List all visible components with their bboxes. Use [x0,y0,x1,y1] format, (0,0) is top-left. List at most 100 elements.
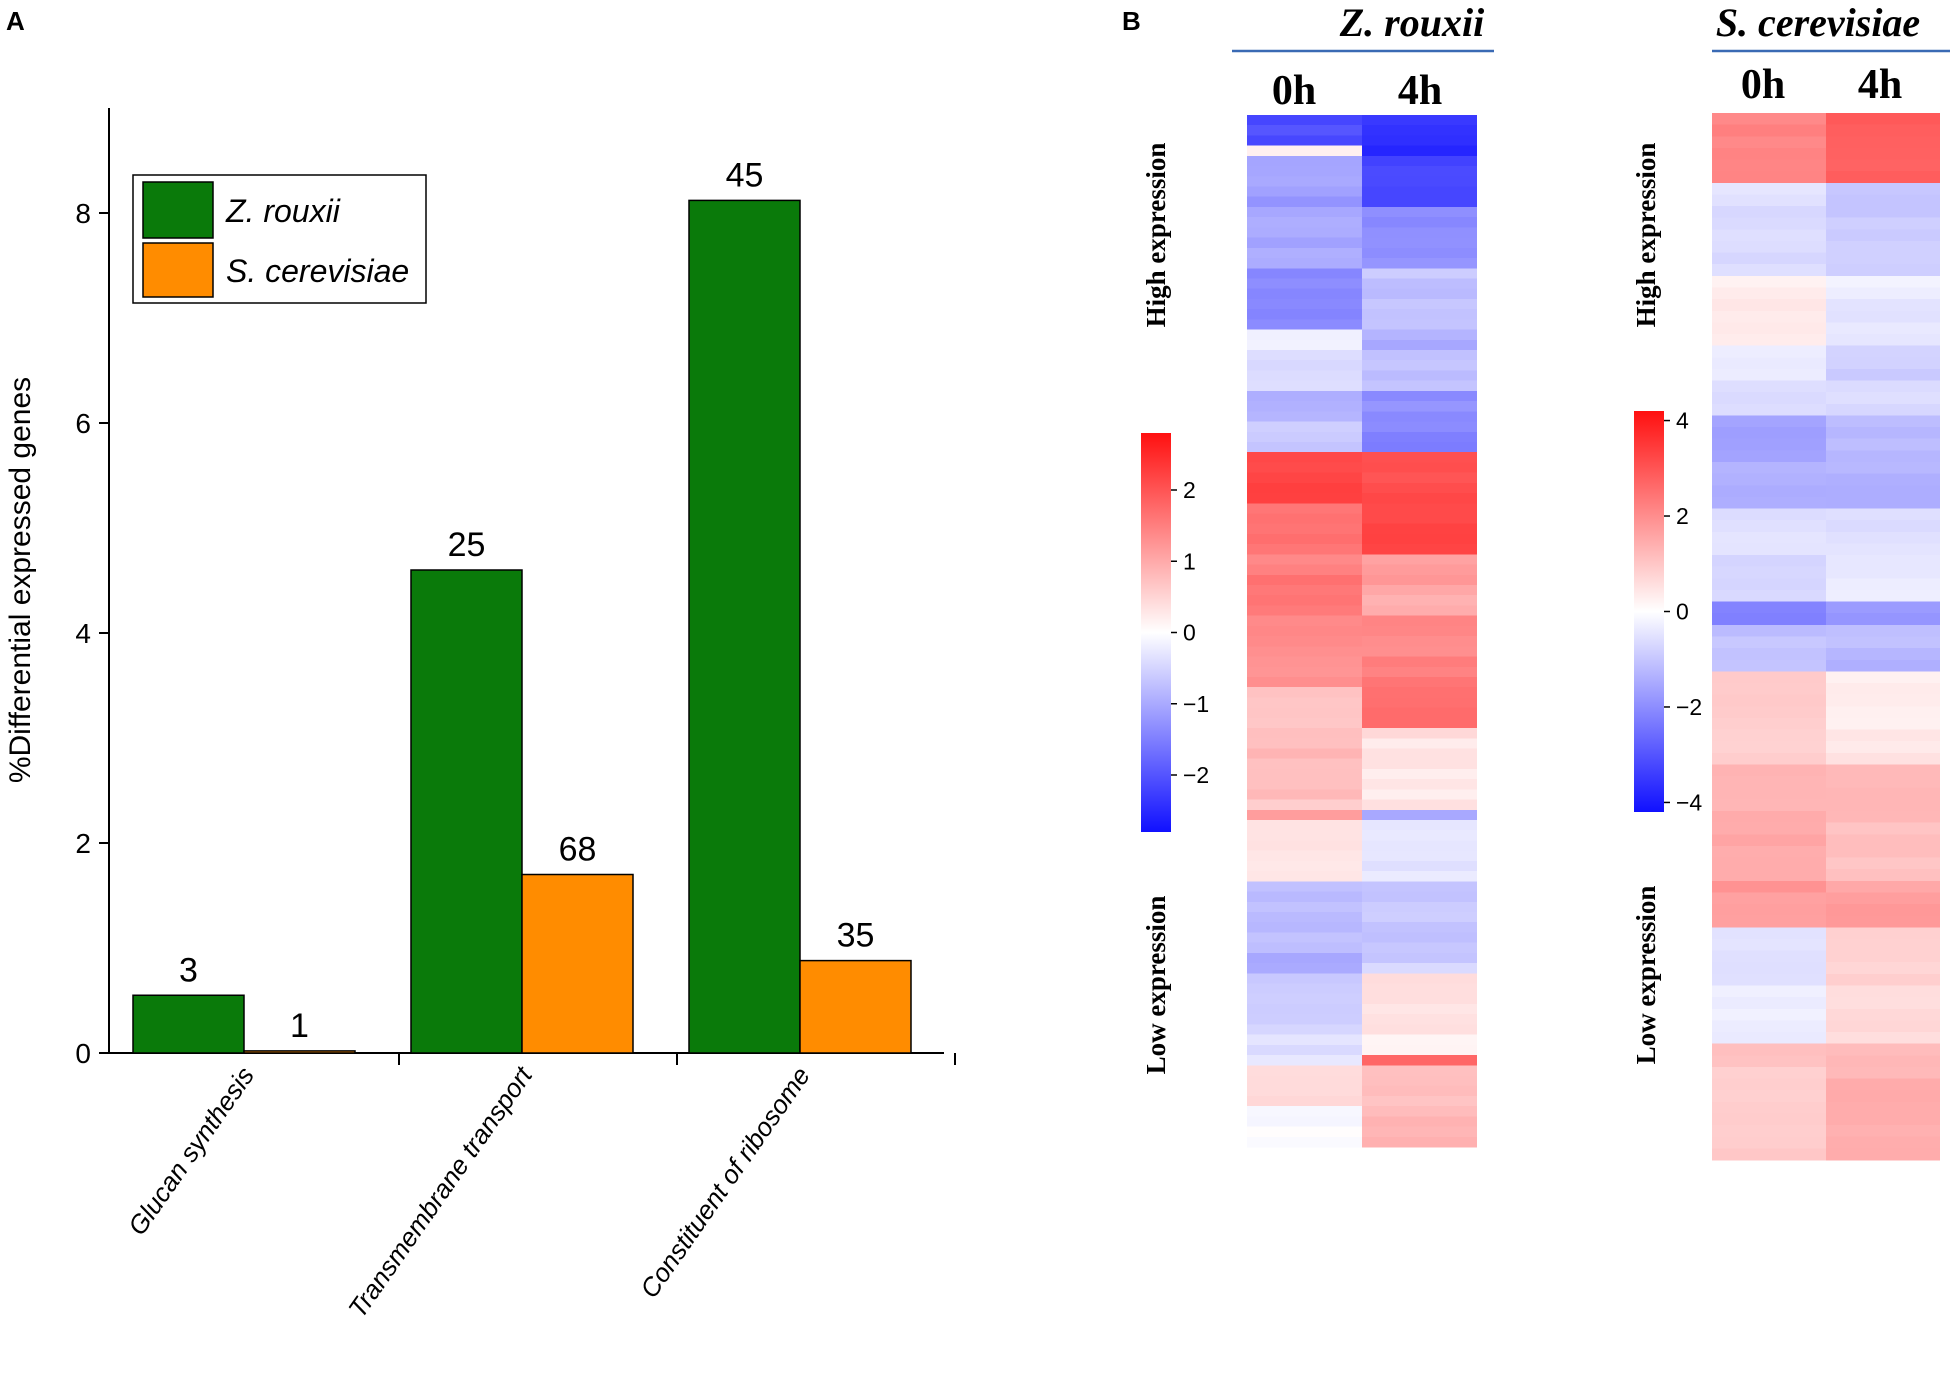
heatmap-cell [1362,656,1477,668]
bar-s-cerevisiae-constituent-of-ribosome [799,959,912,1054]
heatmap-cell [1826,450,1940,463]
heatmap-cell [1247,758,1362,770]
heatmap-cell [1712,403,1826,417]
heatmap-cell [1826,147,1940,161]
heatmap-cell [1826,264,1940,277]
heatmap-cell [1247,1095,1362,1107]
heatmap-cell [1712,1148,1826,1161]
heatmap-cell [1362,1085,1477,1097]
heatmap-cell [1247,1014,1362,1025]
heatmap-cell [1826,275,1940,289]
heatmap-cell [1247,350,1362,361]
heatmap-cell [1362,1003,1477,1015]
heatmap-cell [1826,194,1940,207]
heatmap-cell [1712,1090,1826,1103]
heatmap-cell [1712,240,1826,254]
heatmap-cell [1826,462,1940,475]
heatmap-cell [1247,911,1362,923]
heatmap-cell [1712,1043,1826,1056]
heatmap-cell [1712,938,1826,952]
heatmap-cell [1712,764,1826,777]
heatmap-cell [1247,196,1362,208]
heatmap-cell [1362,717,1477,729]
heatmap-cell [1247,411,1362,423]
heatmap-cell [1247,452,1362,464]
heatmap-cell [1712,415,1826,428]
heatmap-cell [1247,646,1362,658]
bar-value-label: 25 [448,526,486,564]
heatmap-cell [1247,963,1362,974]
heatmap-cell [1362,145,1477,157]
heatmap-cell [1712,275,1826,289]
heatmap-cell [1247,605,1362,617]
heatmap-cell [1247,952,1362,964]
heatmap-cell [1712,811,1826,824]
heatmap-cell [1826,671,1940,684]
heatmap-cell [1826,334,1940,347]
heatmap-cell [1712,636,1826,649]
heatmap-cell [1362,380,1477,392]
heatmap-cell [1362,370,1477,382]
heatmap-cell [1247,585,1362,596]
heatmap-cell [1712,322,1826,335]
heatmap-cell [1247,258,1362,269]
heatmap-cell [1362,1034,1477,1046]
heatmap-cell [1362,554,1477,566]
heatmap-cell [1362,513,1477,525]
heatmap-cell [1362,605,1477,617]
colorbar-tick-label: 2 [1676,503,1689,529]
heatmap-cell [1712,334,1826,347]
heatmap-cell [1247,574,1362,586]
y-tick-label: 8 [75,198,91,229]
heatmap-cell [1712,845,1826,859]
heatmap-cell [1362,431,1477,443]
heatmap-cell [1362,1126,1477,1138]
heatmap-cell [1247,503,1362,515]
heatmap-cell [1247,523,1362,535]
heatmap-cell [1247,809,1362,821]
heatmap-cell [1712,601,1826,614]
heatmap-cell [1362,840,1477,852]
bar-z-rouxii-constituent-of-ribosome [688,199,801,1054]
heatmap-cell [1712,531,1826,545]
heatmap-cell [1247,728,1362,739]
bar-z-rouxii-glucan-synthesis [132,994,245,1054]
heatmap-cell [1712,741,1826,754]
heatmap-title-s-cerevisiae: S. cerevisiae [1716,0,1920,45]
heatmap-cell [1826,496,1940,510]
heatmap-cell [1362,441,1477,453]
heatmap-cell [1826,624,1940,638]
bar-value-label: 68 [559,831,597,869]
heatmap-cell [1826,892,1940,905]
heatmap-cell [1362,125,1477,137]
heatmap-cell [1712,857,1826,870]
heatmap-cell [1247,554,1362,566]
row-group-label-high-s-cerevisiae: High expression [1631,143,1661,328]
heatmap-cell [1362,615,1477,627]
bar-value-label: 1 [290,1007,309,1045]
heatmap-cell [1247,707,1362,719]
heatmap-cell [1362,319,1477,331]
heatmap-cell [1362,1065,1477,1077]
heatmap-cell [1826,1101,1940,1115]
heatmap-cell [1712,1066,1826,1080]
heatmap-cell [1362,533,1477,545]
heatmap-title-z-rouxii: Z. rouxii [1339,0,1484,45]
heatmap-cell [1247,687,1362,699]
heatmap-cell [1362,993,1477,1005]
heatmap-cell [1247,993,1362,1005]
heatmap-cell [1826,915,1940,928]
heatmap-cell [1712,520,1826,533]
heatmap-cell [1826,124,1940,137]
heatmap-cell [1362,1024,1477,1036]
heatmap-cell [1712,1055,1826,1068]
heatmap-cell [1247,840,1362,852]
heatmap-cell [1712,264,1826,277]
heatmap-cell [1247,206,1362,218]
heatmap-cell [1362,247,1477,259]
heatmap-cell [1362,932,1477,944]
bar-value-label: 45 [726,156,764,194]
heatmap-cell [1362,574,1477,586]
heatmap-cell [1362,748,1477,760]
heatmap-cell [1826,438,1940,451]
